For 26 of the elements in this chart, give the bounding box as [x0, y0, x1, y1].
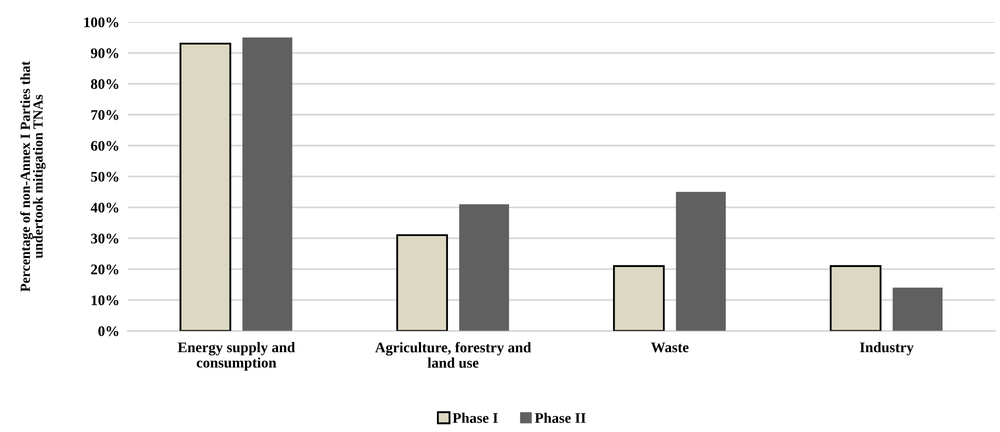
bar [180, 42, 232, 331]
legend-label: Phase I [452, 412, 498, 423]
x-tick-label: Energy supply and consumption [178, 342, 295, 371]
bar [459, 204, 510, 331]
y-axis-title: Percentage of non-Annex I Parties that undertook mitigation TNAs [20, 61, 46, 292]
x-tick-label: Industry [860, 342, 914, 356]
bar [676, 192, 726, 331]
legend-label: Phase II [534, 412, 586, 423]
y-tick-label: 70% [91, 110, 118, 120]
bar [613, 265, 665, 331]
y-tick-label: 80% [90, 79, 118, 90]
y-tick-label: 10% [92, 295, 118, 306]
y-tick-label: 40% [90, 202, 118, 213]
bar [892, 288, 943, 331]
y-tick-label: 30% [91, 234, 118, 244]
bar [830, 265, 882, 331]
y-tick-label: 90% [90, 48, 118, 58]
y-tick-label: 100% [84, 17, 118, 28]
y-tick-label: 50% [91, 172, 118, 182]
y-tick-label: 20% [91, 264, 118, 274]
bar [396, 234, 448, 331]
bar [242, 37, 292, 331]
y-tick-label: 0% [98, 326, 118, 336]
y-tick-label: 60% [91, 140, 118, 151]
x-tick-label: Agriculture, forestry and land use [375, 342, 532, 368]
x-tick-label: Waste [651, 342, 689, 352]
